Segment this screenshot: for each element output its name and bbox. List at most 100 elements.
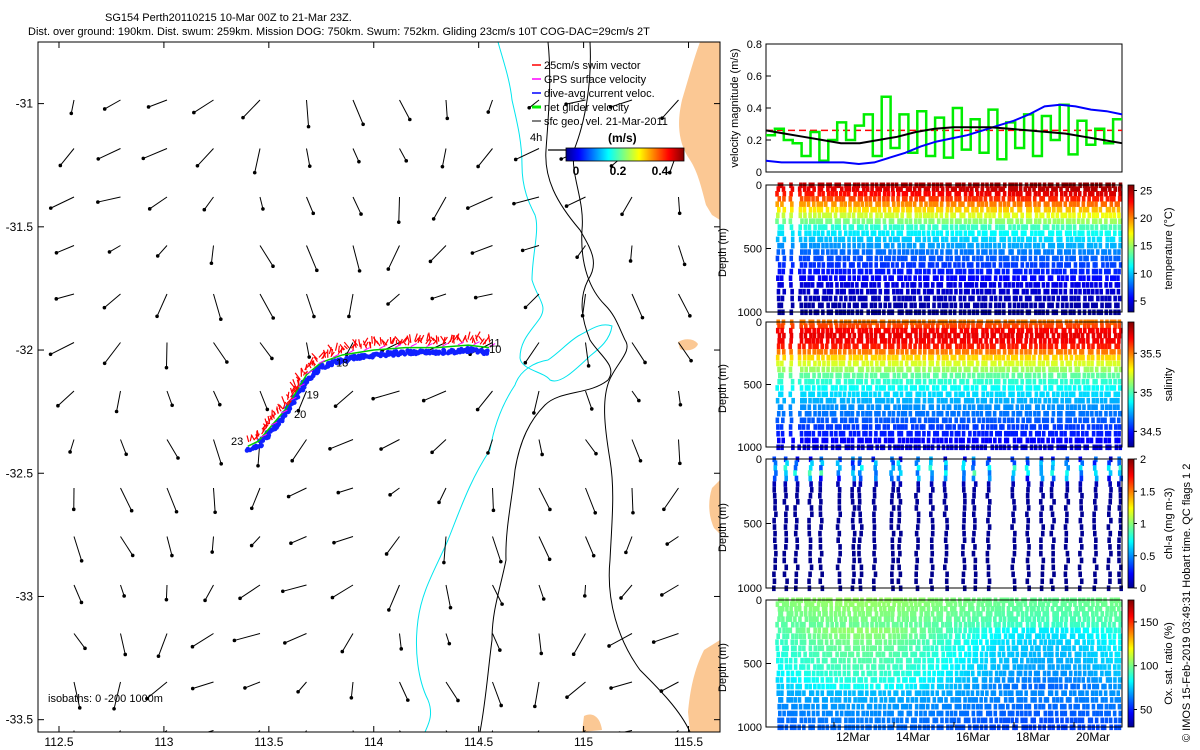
- salinity-sample: [850, 417, 855, 424]
- salinity-sample: [1056, 404, 1061, 410]
- salinity-sample: [838, 391, 842, 398]
- temperature-sample: [1024, 224, 1029, 230]
- salinity-sample: [1037, 430, 1042, 437]
- salinity-sample: [815, 338, 820, 344]
- temperature-sample: [1086, 242, 1091, 249]
- salinity-sample: [1006, 323, 1011, 329]
- salinity-sample: [1113, 410, 1117, 417]
- temperature-sample: [819, 236, 824, 243]
- temperature-sample: [782, 288, 787, 295]
- geo-vector: [428, 245, 447, 264]
- salinity-sample: [802, 354, 807, 361]
- temperature-sample: [1069, 295, 1074, 302]
- temperature-sample: [1047, 206, 1052, 213]
- geo-vector-shaft: [445, 99, 448, 119]
- temperature-sample: [842, 288, 846, 295]
- legend-gps-label: GPS surface velocity: [544, 74, 647, 86]
- salinity-sample: [1020, 424, 1025, 430]
- salinity-sample: [890, 397, 894, 404]
- temperature-sample: [1109, 275, 1114, 281]
- temperature-sample: [808, 262, 813, 268]
- temperature-sample: [1108, 255, 1113, 262]
- temperature-sample: [1086, 218, 1090, 225]
- temperature-sample: [937, 191, 942, 197]
- map-colorbar-tick-0: 0: [573, 164, 580, 178]
- salinity-sample: [993, 424, 998, 430]
- temperature-sample: [810, 282, 815, 288]
- map-legend: 25cm/s swim vector GPS surface velocity …: [532, 60, 668, 128]
- geo-vector-head: [307, 164, 312, 168]
- temperature-sample: [790, 186, 795, 192]
- salinity-sample: [956, 410, 961, 417]
- salinity-sample: [804, 378, 808, 385]
- temperature-sample: [967, 242, 971, 249]
- geo-vector: [102, 293, 121, 310]
- salinity-sample: [780, 338, 785, 344]
- temperature-sample: [980, 242, 985, 249]
- temperature-sample: [998, 201, 1003, 207]
- salinity-sample: [1024, 338, 1028, 344]
- salinity-sample: [1015, 404, 1020, 410]
- swim-vector: [273, 411, 276, 417]
- chla-sample: [1063, 571, 1068, 578]
- geo-vector-head: [520, 248, 525, 253]
- geo-vector-shaft: [352, 196, 362, 215]
- temperature-sample: [949, 268, 954, 275]
- salinity-sample: [1028, 349, 1032, 355]
- salinity-sample: [1095, 397, 1099, 404]
- temperature-sample: [945, 191, 950, 197]
- geo-vector: [440, 148, 447, 169]
- temperature-sample: [1103, 249, 1107, 255]
- geo-vector-shaft: [244, 681, 261, 689]
- temperature-sample: [875, 186, 879, 192]
- temperature-sample: [837, 262, 841, 268]
- temperature-sample: [852, 236, 856, 243]
- chla-sample: [852, 481, 857, 487]
- salinity-sample: [1112, 360, 1117, 367]
- salinity-sample: [877, 404, 882, 410]
- temperature-sample: [921, 196, 926, 202]
- geo-vector: [107, 245, 121, 254]
- salinity-sample: [974, 424, 979, 430]
- chla-sample: [818, 481, 823, 487]
- salinity-sample: [917, 430, 921, 437]
- salinity-sample: [1024, 360, 1028, 367]
- salinity-sample: [992, 349, 997, 355]
- velocity-ytick-label: 0.4: [747, 103, 762, 115]
- chla-sample: [1051, 460, 1055, 466]
- chla-sample: [872, 511, 876, 518]
- salinity-sample: [922, 430, 926, 437]
- salinity-sample: [874, 417, 879, 424]
- temperature-sample: [1087, 236, 1091, 243]
- chla-sample: [795, 564, 800, 571]
- chla-sample: [1064, 492, 1069, 499]
- geo-vector: [678, 342, 693, 363]
- temperature-sample: [917, 206, 922, 213]
- salinity-sample: [985, 343, 989, 350]
- salinity-sample: [941, 354, 946, 361]
- salinity-sample: [910, 360, 915, 367]
- geo-vector-shaft: [120, 536, 134, 556]
- geo-vector: [582, 584, 587, 598]
- salinity-sample: [999, 343, 1004, 350]
- salinity-sample: [984, 437, 989, 444]
- gps-vector: [281, 409, 288, 414]
- temperature-sample: [958, 201, 962, 207]
- temperature-sample: [925, 275, 930, 281]
- temperature-sample: [1073, 268, 1078, 275]
- salinity-sample: [1042, 378, 1047, 385]
- salinity-sample: [917, 417, 922, 424]
- chla-sample: [916, 481, 921, 487]
- salinity-sample: [828, 378, 833, 385]
- geo-vector: [651, 633, 679, 644]
- temperature-sample: [877, 282, 881, 288]
- temperature-sample: [1054, 186, 1058, 192]
- temperature-sample: [908, 242, 913, 249]
- temperature-sample: [936, 242, 940, 249]
- swim-vector: [343, 345, 348, 350]
- temperature-sample: [1039, 262, 1043, 268]
- salinity-sample: [896, 424, 901, 430]
- salinity-sample: [1096, 430, 1100, 437]
- temperature-sample: [1021, 249, 1025, 255]
- chla-sample: [1066, 465, 1070, 471]
